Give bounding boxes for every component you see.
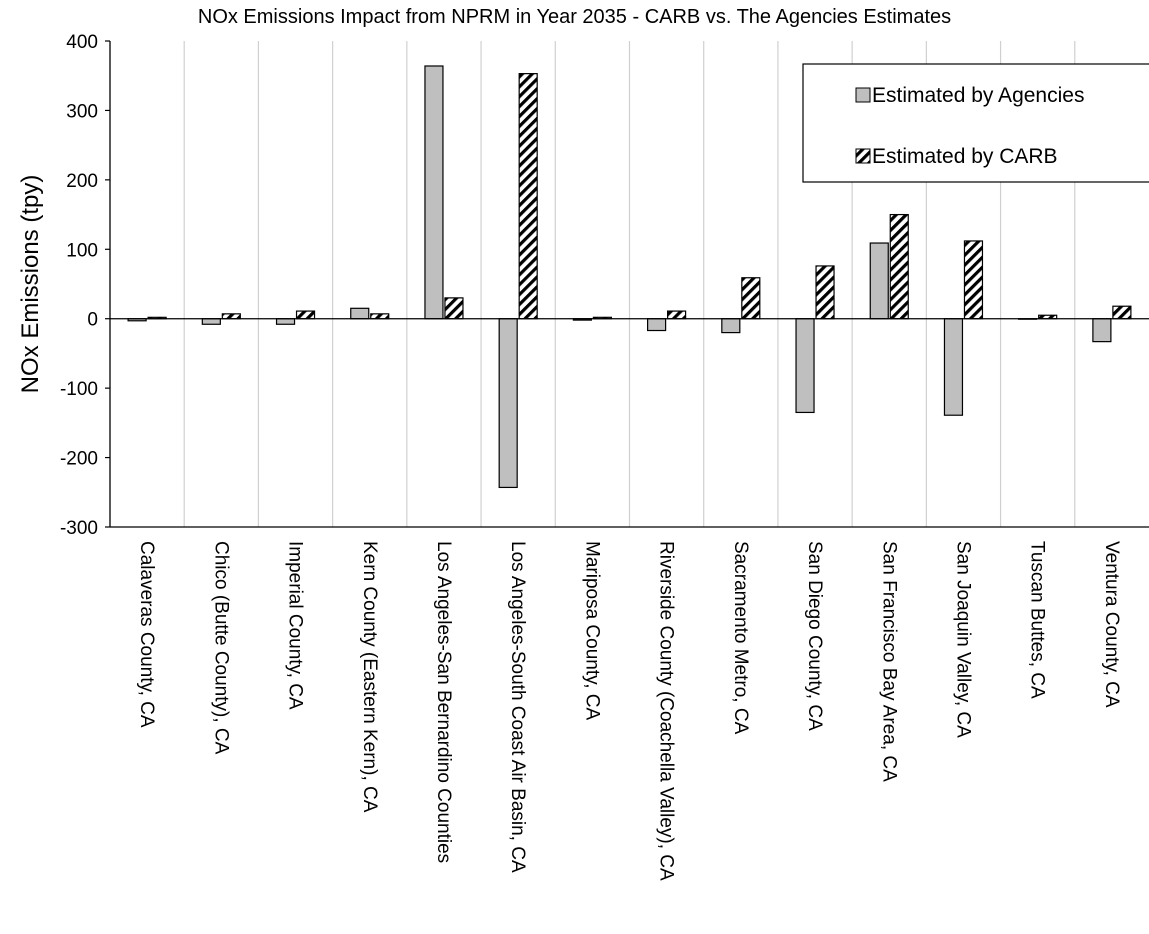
x-tick-label: Riverside County (Coachella Valley), CA [656,541,677,881]
bar-estimated-by-carb-san-joaquin-valley-ca [963,240,984,320]
y-tick-label: -200 [60,449,98,470]
bar-estimated-by-carb-kern-county-eastern-kern-ca [370,313,390,320]
bar-estimated-by-agencies-san-diego-county-ca [795,318,815,414]
bar-estimated-by-carb-san-francisco-bay-area-ca [889,213,909,320]
chart-title: NOx Emissions Impact from NPRM in Year 2… [197,6,952,28]
bar-estimated-by-carb-chico-butte-county-ca [221,313,241,320]
bar-estimated-by-carb-sacramento-metro-ca [741,277,761,320]
bar-estimated-by-agencies-kern-county-eastern-kern-ca [350,307,370,320]
x-tick-label: San Joaquin Valley, CA [952,541,973,738]
bar-estimated-by-carb-riverside-county-coachella-valley-ca [667,310,687,320]
bar-estimated-by-agencies-sacramento-metro-ca [721,318,741,334]
bar-estimated-by-carb-los-angeles-san-bernardino-counties [444,297,464,320]
bar-estimated-by-agencies-imperial-county-ca [275,318,296,325]
y-tick-label: -300 [60,518,98,539]
x-tick-label: Chico (Butte County), CA [210,541,231,755]
bar-estimated-by-agencies-ventura-county-ca [1092,318,1112,343]
axis-labels: -300 -200 -100 0 100 200 300 400 Calaveras Count… [60,32,1122,881]
bar-estimated-by-agencies-los-angeles-south-coast-air-basin-ca [498,318,518,489]
bars [127,65,1132,489]
legend-label-carb: Estimated by CARB [872,145,1058,168]
bar-estimated-by-carb-los-angeles-south-coast-air-basin-ca [518,73,538,320]
x-tick-label: Los Angeles-San Bernardino Counties [433,541,454,863]
y-tick-label: 100 [66,240,98,261]
x-tick-label: Mariposa County, CA [581,541,602,720]
y-tick-label: 0 [87,310,98,331]
x-tick-label: Kern County (Eastern Kern), CA [359,541,380,813]
y-tick-label: 200 [66,171,98,192]
axes [105,40,1149,528]
x-tick-label: Calaveras County, CA [136,541,157,728]
x-tick-label: Los Angeles-South Coast Air Basin, CA [507,541,528,873]
bar-estimated-by-agencies-riverside-county-coachella-valley-ca [647,318,667,332]
bar-estimated-by-carb-ventura-county-ca [1112,305,1132,320]
x-tick-label: Tuscan Buttes, CA [1027,541,1048,699]
y-tick-label: 300 [66,101,98,122]
bar-estimated-by-agencies-chico-butte-county-ca [201,318,221,325]
legend-swatch-carb [855,148,871,164]
x-tick-label: Sacramento Metro, CA [730,541,751,735]
legend: Estimated by Agencies Estimated by CARB [802,63,1149,183]
x-tick-label: Imperial County, CA [285,541,306,710]
bar-estimated-by-agencies-san-francisco-bay-area-ca [869,242,889,320]
bar-estimated-by-agencies-los-angeles-san-bernardino-counties [424,65,444,320]
y-axis-title: NOx Emissions (tpy) [17,175,44,394]
bar-estimated-by-agencies-san-joaquin-valley-ca [943,318,964,416]
y-tick-label: -100 [60,379,98,400]
bar-estimated-by-carb-imperial-county-ca [295,310,316,320]
y-tick-label: 400 [66,32,98,53]
legend-swatch-agencies [855,87,871,103]
bar-estimated-by-carb-san-diego-county-ca [815,265,835,320]
legend-label-agencies: Estimated by Agencies [872,84,1084,107]
x-tick-label: Ventura County, CA [1101,541,1122,708]
x-tick-label: San Diego County, CA [804,541,825,731]
x-tick-label: San Francisco Bay Area, CA [878,541,899,782]
